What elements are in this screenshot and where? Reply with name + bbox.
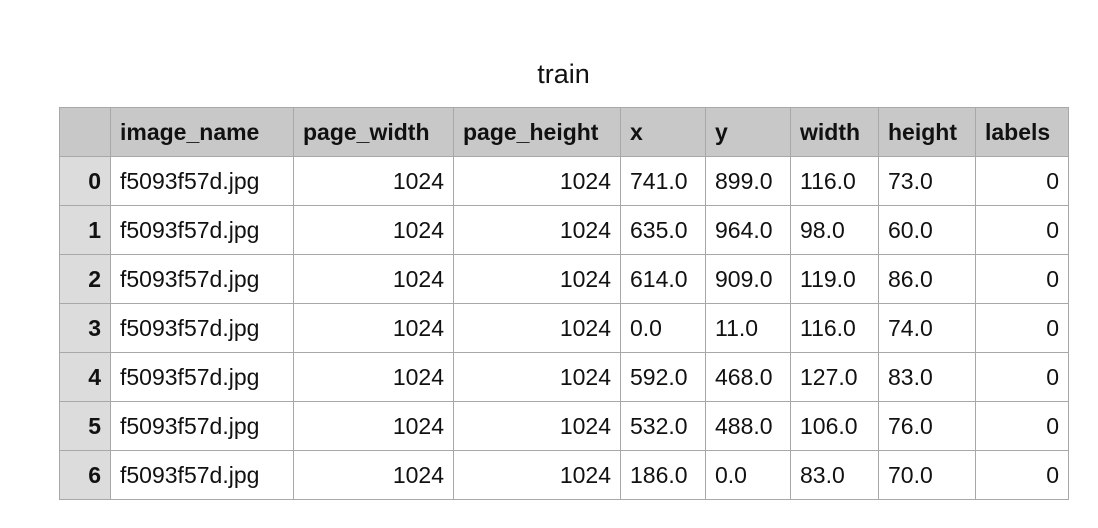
cell-page-width[interactable]: 1024 xyxy=(293,401,454,451)
cell-page-height[interactable]: 1024 xyxy=(453,450,621,500)
column-header-x[interactable]: x xyxy=(620,107,706,157)
cell-image-name[interactable]: f5093f57d.jpg xyxy=(110,254,294,304)
cell-page-height[interactable]: 1024 xyxy=(453,254,621,304)
cell-page-width[interactable]: 1024 xyxy=(293,205,454,255)
cell-x[interactable]: 186.0 xyxy=(620,450,706,500)
cell-page-width[interactable]: 1024 xyxy=(293,254,454,304)
cell-page-width[interactable]: 1024 xyxy=(293,303,454,353)
row-index[interactable]: 0 xyxy=(59,156,111,206)
table-row: 1 f5093f57d.jpg 1024 1024 635.0 964.0 98.0 60.0… xyxy=(59,205,1069,255)
row-index[interactable]: 3 xyxy=(59,303,111,353)
cell-page-height[interactable]: 1024 xyxy=(453,303,621,353)
cell-y[interactable]: 488.0 xyxy=(705,401,791,451)
cell-height[interactable]: 76.0 xyxy=(878,401,976,451)
cell-page-width[interactable]: 1024 xyxy=(293,450,454,500)
table-row: 6 f5093f57d.jpg 1024 1024 186.0 0.0 83.0 70.0 0 xyxy=(59,450,1069,500)
table-row: 3 f5093f57d.jpg 1024 1024 0.0 11.0 116.0 74.0 0 xyxy=(59,303,1069,353)
cell-width[interactable]: 98.0 xyxy=(790,205,879,255)
cell-image-name[interactable]: f5093f57d.jpg xyxy=(110,352,294,402)
cell-height[interactable]: 60.0 xyxy=(878,205,976,255)
column-header-image-name[interactable]: image_name xyxy=(110,107,294,157)
cell-image-name[interactable]: f5093f57d.jpg xyxy=(110,205,294,255)
cell-height[interactable]: 83.0 xyxy=(878,352,976,402)
cell-width[interactable]: 106.0 xyxy=(790,401,879,451)
table-row: 5 f5093f57d.jpg 1024 1024 532.0 488.0 106.0 76.… xyxy=(59,401,1069,451)
cell-labels[interactable]: 0 xyxy=(975,450,1069,500)
header-row: image_name page_width page_height x y wi… xyxy=(59,107,1069,157)
cell-x[interactable]: 0.0 xyxy=(620,303,706,353)
cell-height[interactable]: 74.0 xyxy=(878,303,976,353)
cell-y[interactable]: 468.0 xyxy=(705,352,791,402)
cell-width[interactable]: 119.0 xyxy=(790,254,879,304)
cell-y[interactable]: 0.0 xyxy=(705,450,791,500)
cell-y[interactable]: 11.0 xyxy=(705,303,791,353)
cell-x[interactable]: 635.0 xyxy=(620,205,706,255)
cell-height[interactable]: 70.0 xyxy=(878,450,976,500)
cell-x[interactable]: 592.0 xyxy=(620,352,706,402)
cell-width[interactable]: 116.0 xyxy=(790,156,879,206)
cell-labels[interactable]: 0 xyxy=(975,205,1069,255)
table-body: 0 f5093f57d.jpg 1024 1024 741.0 899.0 116.0 73.… xyxy=(59,156,1069,500)
column-header-labels[interactable]: labels xyxy=(975,107,1069,157)
column-header-page-width[interactable]: page_width xyxy=(293,107,454,157)
table-row: 0 f5093f57d.jpg 1024 1024 741.0 899.0 116.0 73.… xyxy=(59,156,1069,206)
cell-height[interactable]: 73.0 xyxy=(878,156,976,206)
cell-labels[interactable]: 0 xyxy=(975,156,1069,206)
row-index[interactable]: 5 xyxy=(59,401,111,451)
row-index[interactable]: 6 xyxy=(59,450,111,500)
cell-image-name[interactable]: f5093f57d.jpg xyxy=(110,156,294,206)
table-row: 4 f5093f57d.jpg 1024 1024 592.0 468.0 127.0 83.… xyxy=(59,352,1069,402)
cell-x[interactable]: 614.0 xyxy=(620,254,706,304)
table-row: 2 f5093f57d.jpg 1024 1024 614.0 909.0 119.0 86.… xyxy=(59,254,1069,304)
cell-labels[interactable]: 0 xyxy=(975,303,1069,353)
cell-page-height[interactable]: 1024 xyxy=(453,352,621,402)
cell-labels[interactable]: 0 xyxy=(975,254,1069,304)
column-header-height[interactable]: height xyxy=(878,107,976,157)
column-header-page-height[interactable]: page_height xyxy=(453,107,621,157)
cell-page-height[interactable]: 1024 xyxy=(453,401,621,451)
cell-image-name[interactable]: f5093f57d.jpg xyxy=(110,401,294,451)
cell-y[interactable]: 909.0 xyxy=(705,254,791,304)
cell-page-width[interactable]: 1024 xyxy=(293,352,454,402)
cell-width[interactable]: 127.0 xyxy=(790,352,879,402)
row-index[interactable]: 4 xyxy=(59,352,111,402)
cell-page-width[interactable]: 1024 xyxy=(293,156,454,206)
cell-x[interactable]: 741.0 xyxy=(620,156,706,206)
cell-page-height[interactable]: 1024 xyxy=(453,156,621,206)
cell-y[interactable]: 964.0 xyxy=(705,205,791,255)
row-index[interactable]: 1 xyxy=(59,205,111,255)
cell-labels[interactable]: 0 xyxy=(975,352,1069,402)
row-index[interactable]: 2 xyxy=(59,254,111,304)
cell-labels[interactable]: 0 xyxy=(975,401,1069,451)
sheet-title: train xyxy=(537,59,590,89)
column-header-width[interactable]: width xyxy=(790,107,879,157)
cell-height[interactable]: 86.0 xyxy=(878,254,976,304)
cell-width[interactable]: 116.0 xyxy=(790,303,879,353)
column-header-y[interactable]: y xyxy=(705,107,791,157)
cell-image-name[interactable]: f5093f57d.jpg xyxy=(110,450,294,500)
cell-x[interactable]: 532.0 xyxy=(620,401,706,451)
cell-page-height[interactable]: 1024 xyxy=(453,205,621,255)
corner-cell[interactable] xyxy=(59,107,111,157)
data-table: image_name page_width page_height x y wi… xyxy=(59,107,1069,500)
cell-width[interactable]: 83.0 xyxy=(790,450,879,500)
cell-image-name[interactable]: f5093f57d.jpg xyxy=(110,303,294,353)
cell-y[interactable]: 899.0 xyxy=(705,156,791,206)
